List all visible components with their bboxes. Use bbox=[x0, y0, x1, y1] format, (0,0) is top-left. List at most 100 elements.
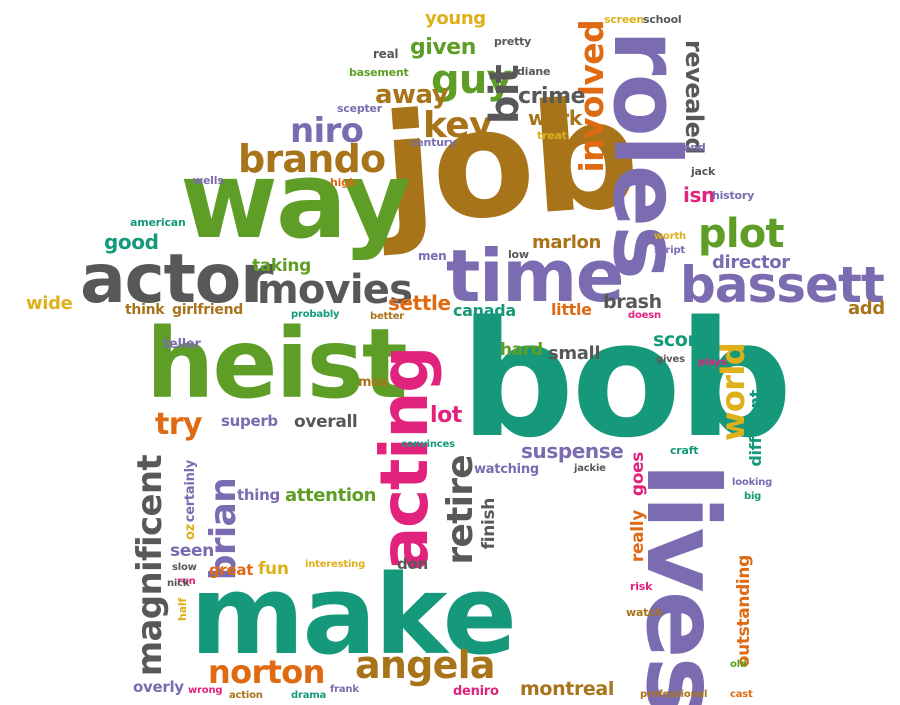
word-century: century bbox=[410, 136, 456, 149]
word-pretty: pretty bbox=[494, 35, 532, 48]
word-drama: drama bbox=[291, 690, 327, 701]
word-screen: screen bbox=[604, 13, 644, 26]
word-try: try bbox=[155, 407, 203, 442]
word-diane: diane bbox=[517, 65, 551, 78]
word-guy: guy bbox=[431, 57, 513, 103]
word-script: script bbox=[654, 245, 685, 256]
word-nick: nick bbox=[167, 578, 190, 589]
word-don: don bbox=[397, 555, 428, 573]
word-actor: actor bbox=[80, 240, 274, 319]
word-thing: thing bbox=[237, 486, 280, 504]
word-watch: watch bbox=[626, 606, 663, 619]
word-half: half bbox=[176, 598, 189, 621]
word-suspense: suspense bbox=[521, 439, 624, 463]
word-craft: craft bbox=[670, 444, 699, 457]
word-big: big bbox=[744, 491, 762, 502]
word-better: better bbox=[370, 311, 405, 322]
word-lives: lives bbox=[624, 463, 741, 705]
word-plot: plot bbox=[698, 211, 785, 257]
word-hard: hard bbox=[500, 340, 543, 360]
word-oz: oz bbox=[183, 524, 198, 540]
word-montreal: montreal bbox=[520, 678, 615, 700]
word-think: think bbox=[125, 302, 165, 318]
word-fun: fun bbox=[258, 559, 289, 579]
word-key: key bbox=[423, 105, 492, 146]
word-movies: movies bbox=[257, 267, 413, 313]
word-jack: jack bbox=[691, 165, 716, 178]
word-jackie: jackie bbox=[574, 463, 606, 474]
word-probably: probably bbox=[291, 309, 340, 320]
word-time: time bbox=[446, 234, 625, 318]
word-canada: canada bbox=[453, 301, 516, 320]
word-small: small bbox=[548, 343, 601, 364]
word-revealed: revealed bbox=[680, 40, 708, 155]
word-niro: niro bbox=[290, 111, 364, 151]
word-different: different bbox=[746, 390, 765, 467]
word-world: world bbox=[714, 343, 752, 442]
word-work: work bbox=[528, 106, 582, 130]
word-run: run bbox=[177, 576, 196, 587]
word-seen: seen bbox=[170, 541, 214, 561]
word-history: history bbox=[712, 189, 755, 202]
word-deniro: deniro bbox=[453, 684, 499, 699]
word-score: score bbox=[653, 329, 709, 351]
word-plays: plays bbox=[698, 357, 727, 368]
word-taking: taking bbox=[252, 256, 311, 276]
word-real: real bbox=[373, 47, 399, 61]
word-frank: frank bbox=[330, 684, 359, 695]
word-way: way bbox=[180, 139, 411, 262]
word-max: max bbox=[358, 375, 388, 390]
word-convinces: convinces bbox=[401, 439, 455, 450]
word-gives: gives bbox=[656, 354, 685, 365]
word-retire: retire bbox=[440, 455, 481, 565]
word-slow: slow bbox=[172, 562, 197, 573]
word-american: american bbox=[130, 216, 186, 229]
word-lot: lot bbox=[430, 403, 462, 428]
word-make: make bbox=[190, 551, 517, 679]
word-isn: isn bbox=[683, 183, 715, 207]
word-watching: watching bbox=[474, 462, 539, 477]
word-given: given bbox=[410, 35, 477, 60]
word-really: really bbox=[628, 510, 648, 563]
word-good: good bbox=[104, 230, 159, 254]
word-magnificent: magnificent bbox=[130, 455, 170, 677]
word-certainly: certainly bbox=[183, 460, 198, 523]
word-high: high bbox=[330, 176, 357, 189]
word-teller: teller bbox=[163, 337, 201, 352]
word-scepter: scepter bbox=[337, 102, 383, 115]
word-young: young bbox=[425, 8, 486, 29]
word-marlon: marlon bbox=[532, 232, 601, 253]
word-basement: basement bbox=[349, 66, 409, 79]
word-away: away bbox=[375, 80, 449, 110]
word-old: old bbox=[730, 659, 747, 670]
word-risk: risk bbox=[630, 580, 653, 593]
word-settle: settle bbox=[388, 291, 451, 315]
word-superb: superb bbox=[221, 412, 278, 430]
word-overall: overall bbox=[294, 412, 358, 432]
word-end: end bbox=[683, 141, 706, 154]
word-professional: professional bbox=[640, 689, 708, 700]
word-roles: roles bbox=[593, 30, 700, 279]
word-bob: bob bbox=[460, 286, 793, 473]
word-cast: cast bbox=[730, 689, 753, 700]
word-school: school bbox=[643, 13, 682, 26]
word-wells: wells bbox=[193, 174, 224, 187]
word-great: great bbox=[209, 561, 254, 579]
word-looking: looking bbox=[732, 477, 773, 488]
word-director: director bbox=[712, 252, 790, 273]
word-brando: brando bbox=[238, 137, 386, 181]
word-outstanding: outstanding bbox=[734, 555, 754, 668]
word-finish: finish bbox=[479, 498, 499, 550]
word-interesting: interesting bbox=[305, 559, 366, 570]
word-norton: norton bbox=[208, 653, 325, 691]
word-attention: attention bbox=[285, 485, 377, 506]
word-add: add bbox=[848, 298, 885, 319]
word-angela: angela bbox=[355, 643, 496, 687]
word-wrong: wrong bbox=[188, 685, 223, 696]
word-overly: overly bbox=[133, 678, 184, 696]
word-worth: worth bbox=[654, 231, 686, 242]
word-treat: treat bbox=[537, 129, 567, 142]
word-goes: goes bbox=[628, 452, 648, 497]
word-crime: crime bbox=[518, 84, 586, 109]
